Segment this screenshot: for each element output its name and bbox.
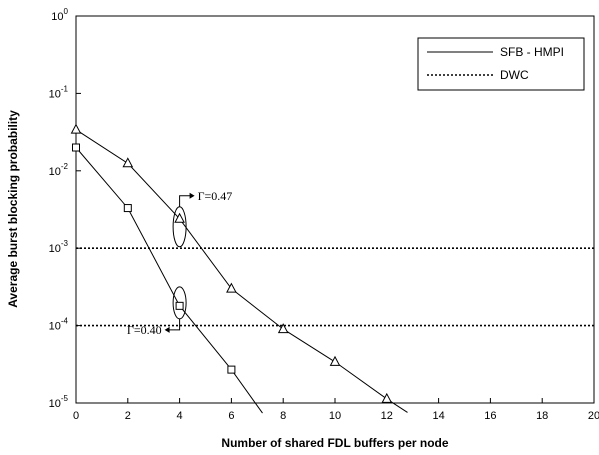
y-tick-label-base: 10 — [49, 243, 61, 255]
y-tick-label: 10-2 — [49, 162, 69, 178]
y-tick-label-base: 10 — [49, 398, 61, 410]
triangle-marker — [329, 355, 341, 366]
x-tick-label: 0 — [73, 410, 79, 422]
x-tick-label: 8 — [280, 410, 286, 422]
y-tick-label-base: 10 — [49, 321, 61, 333]
annotation-arrow-gamma-040 — [164, 326, 170, 333]
square-marker — [72, 143, 80, 152]
y-tick-label: 10-5 — [49, 394, 69, 410]
x-tick-label: 18 — [536, 410, 548, 422]
x-axis-ticks: 0 2 4 6 8 10 12 14 16 18 20 — [73, 398, 599, 422]
y-tick-label-base: 10 — [49, 88, 61, 100]
square-marker — [175, 301, 184, 310]
legend-box — [417, 37, 585, 91]
x-tick-label: 12 — [381, 410, 393, 422]
y-tick-label-base: 10 — [49, 166, 61, 178]
square-marker — [227, 365, 236, 374]
sfb-hmpi-line-triangle — [75, 129, 408, 413]
y-tick-label-base: 10 — [51, 11, 63, 23]
annotation-leader-gamma-040 — [168, 318, 181, 331]
triangle-marker — [381, 392, 393, 403]
triangle-marker — [70, 123, 82, 134]
y-tick-label-exponent: -4 — [61, 317, 69, 326]
x-tick-label: 6 — [228, 410, 234, 422]
legend-label: DWC — [500, 68, 529, 82]
legend: SFB - HMPI DWC — [417, 37, 585, 91]
y-tick-label: 10-1 — [49, 84, 69, 100]
triangle-marker — [226, 282, 237, 293]
x-tick-label: 16 — [484, 410, 496, 422]
x-tick-label: 4 — [177, 410, 183, 422]
series-markers — [70, 123, 393, 403]
triangle-marker — [174, 212, 185, 223]
x-tick-label: 14 — [432, 410, 444, 422]
y-axis-title: Average burst blocking probability — [6, 110, 20, 308]
y-tick-label-exponent: -2 — [61, 162, 69, 171]
annotation-label-gamma-047: Γ=0.47 — [198, 189, 233, 203]
x-tick-label: 20 — [588, 410, 599, 422]
annotation-arrow-gamma-047 — [189, 192, 195, 199]
y-tick-label-exponent: -3 — [61, 239, 69, 248]
y-tick-label: 100 — [51, 7, 68, 23]
y-tick-label-exponent: -5 — [61, 394, 69, 403]
x-tick-label: 10 — [329, 410, 341, 422]
y-tick-label: 10-3 — [49, 239, 69, 255]
triangle-marker — [277, 323, 289, 334]
x-axis-title: Number of shared FDL buffers per node — [221, 436, 448, 450]
triangle-marker — [122, 157, 134, 168]
y-tick-label-exponent: -1 — [61, 84, 69, 93]
annotation-label-gamma-040: Γ=0.40 — [127, 323, 162, 337]
legend-label: SFB - HMPI — [500, 45, 564, 59]
y-tick-label-exponent: 0 — [64, 7, 69, 16]
square-marker — [123, 204, 132, 213]
x-tick-label: 2 — [125, 410, 131, 422]
y-tick-label: 10-4 — [49, 317, 69, 333]
annotation-leader-gamma-047 — [179, 195, 191, 207]
annotations: Γ=0.47 Γ=0.40 — [127, 189, 232, 337]
